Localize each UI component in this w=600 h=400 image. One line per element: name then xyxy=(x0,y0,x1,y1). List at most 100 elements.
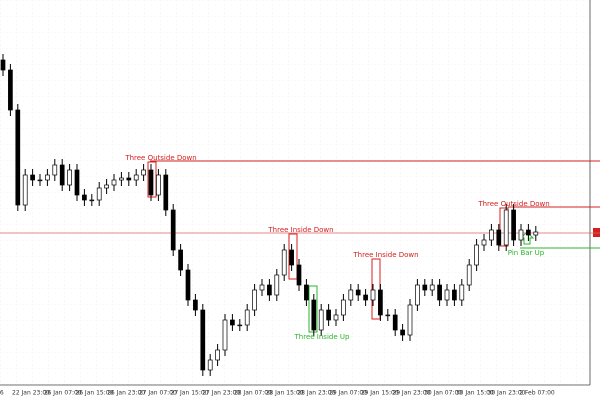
candle-body xyxy=(355,289,361,296)
candle-body xyxy=(518,229,524,241)
candle-body xyxy=(496,229,502,246)
candle-body xyxy=(156,174,161,196)
candle-body xyxy=(444,289,450,301)
candle-body xyxy=(274,274,280,296)
candle-body xyxy=(45,174,50,181)
candle-body xyxy=(259,284,265,291)
candle-body xyxy=(96,187,102,201)
candle-body xyxy=(185,269,191,301)
candle-body xyxy=(111,179,117,186)
candle-body xyxy=(533,231,539,236)
candle-body xyxy=(348,289,354,301)
candle-body xyxy=(281,249,287,276)
time-label: 26 Jan 23:00 xyxy=(107,390,145,397)
pattern-label: Pin Bar Up xyxy=(508,249,545,257)
candle-body xyxy=(304,284,309,301)
pattern-label: Three Inside Down xyxy=(352,251,418,259)
candle-body xyxy=(289,249,294,266)
candle-body xyxy=(296,264,302,286)
candle-body xyxy=(215,349,220,361)
candle-body xyxy=(133,174,139,181)
candle-body xyxy=(392,314,398,331)
candle-body xyxy=(452,289,457,301)
candle-body xyxy=(385,314,391,317)
time-label: 28 Jan 15:00 xyxy=(266,390,304,397)
candle-body xyxy=(237,324,243,327)
candle-body xyxy=(30,174,35,181)
time-label: 30 Jan 07:00 xyxy=(424,390,462,397)
candle-body xyxy=(333,314,339,321)
candle-body xyxy=(178,249,183,271)
time-label: 29 Jan 15:00 xyxy=(361,390,399,397)
time-label: 26 Jan 15:00 xyxy=(75,390,113,397)
time-label: 30 Jan 15:00 xyxy=(456,390,494,397)
candle-body xyxy=(481,239,487,246)
time-label: 30 Jan 23:00 xyxy=(488,390,526,397)
candle-body xyxy=(326,309,331,321)
candle-body xyxy=(466,264,472,286)
candle-body xyxy=(163,174,169,211)
time-label: 29 Jan 07:00 xyxy=(329,390,367,397)
time-label: 29 Jan 23:00 xyxy=(392,390,430,397)
candle-body xyxy=(37,179,43,182)
candle-body xyxy=(370,289,376,301)
time-label: 27 Jan 07:00 xyxy=(139,390,177,397)
candle-body xyxy=(141,169,146,176)
candle-body xyxy=(429,284,435,291)
candle-body xyxy=(22,174,28,206)
candle-body xyxy=(126,177,132,181)
time-label: 2 Feb 07:00 xyxy=(519,390,555,397)
time-label: 26 xyxy=(0,390,4,397)
candle-body xyxy=(148,169,154,196)
candle-body xyxy=(244,309,250,326)
candle-body xyxy=(459,284,465,301)
candle-body xyxy=(67,169,72,186)
pattern-box xyxy=(288,233,298,280)
candle-body xyxy=(230,319,235,326)
time-label: 27 Jan 15:00 xyxy=(171,390,209,397)
grid xyxy=(0,0,590,385)
candle-body xyxy=(526,229,531,236)
candle-body xyxy=(437,284,442,301)
candle-body xyxy=(200,309,206,371)
pattern-label: Three Inside Down xyxy=(267,226,333,234)
candle-body xyxy=(104,184,109,189)
time-label: 27 Jan 23:00 xyxy=(202,390,240,397)
candle-body xyxy=(0,59,6,71)
candle-body xyxy=(341,299,346,316)
pattern-box xyxy=(308,285,318,333)
time-label: 28 Jan 23:00 xyxy=(297,390,335,397)
price-marker xyxy=(593,228,600,237)
pattern-label: Three Outside Down xyxy=(124,154,196,162)
candle-body xyxy=(252,289,257,311)
candle-body xyxy=(193,299,198,311)
time-label: 26 Jan 07:00 xyxy=(44,390,82,397)
candle-body xyxy=(119,177,124,181)
candle-body xyxy=(489,229,494,241)
candle-body xyxy=(407,304,413,336)
candle-body xyxy=(422,284,428,291)
candle-body xyxy=(89,199,95,202)
pattern-box xyxy=(147,161,157,198)
time-label: 22 Jan 23:00 xyxy=(12,390,50,397)
candle-body xyxy=(170,209,176,251)
time-label: 28 Jan 07:00 xyxy=(234,390,272,397)
candle-body xyxy=(378,289,383,316)
candle-body xyxy=(415,284,420,306)
candle-body xyxy=(503,209,509,246)
candle-body xyxy=(15,109,21,206)
candle-body xyxy=(207,359,213,371)
candle-body xyxy=(52,164,58,176)
candle-body xyxy=(511,209,516,241)
candle-body xyxy=(474,244,479,266)
candle-body xyxy=(222,319,228,351)
candle-body xyxy=(363,294,368,301)
candle-body xyxy=(82,194,87,201)
candle-body xyxy=(59,164,65,186)
candle-body xyxy=(74,169,80,196)
candle-body xyxy=(311,299,317,331)
pattern-label: Three Inside Up xyxy=(294,333,350,341)
pattern-label: Three Outside Down xyxy=(477,200,549,208)
candle-body xyxy=(8,69,13,111)
